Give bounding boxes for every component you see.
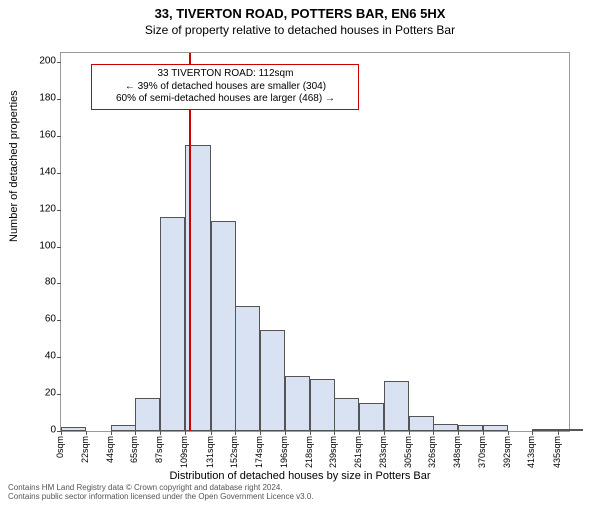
x-tick-label: 152sqm <box>229 436 239 468</box>
histogram-bar <box>433 424 458 431</box>
histogram-bar <box>111 425 136 431</box>
histogram-bar <box>483 425 508 431</box>
histogram-bar <box>532 429 557 431</box>
histogram-bar <box>458 425 483 431</box>
x-tick-label: 283sqm <box>378 436 388 468</box>
annotation-line: 33 TIVERTON ROAD: 112sqm <box>98 68 352 81</box>
x-tick-mark <box>532 431 533 435</box>
x-tick-mark <box>260 431 261 435</box>
histogram-bar <box>235 306 260 431</box>
chart-subtitle: Size of property relative to detached ho… <box>0 23 600 37</box>
x-tick-label: 131sqm <box>205 436 215 468</box>
y-tick-label: 40 <box>32 351 56 362</box>
x-tick-label: 218sqm <box>304 436 314 468</box>
y-tick-label: 20 <box>32 388 56 399</box>
x-tick-label: 65sqm <box>129 436 139 463</box>
histogram-plot: 33 TIVERTON ROAD: 112sqm← 39% of detache… <box>60 52 570 432</box>
x-tick-label: 305sqm <box>403 436 413 468</box>
x-tick-label: 348sqm <box>452 436 462 468</box>
x-axis-label: Distribution of detached houses by size … <box>0 470 600 482</box>
histogram-bar <box>310 379 335 431</box>
footer-line-2: Contains public sector information licen… <box>8 492 314 502</box>
y-tick-label: 180 <box>32 93 56 104</box>
x-tick-mark <box>211 431 212 435</box>
y-tick-label: 80 <box>32 277 56 288</box>
x-tick-mark <box>111 431 112 435</box>
histogram-bar <box>334 398 359 431</box>
x-tick-mark <box>61 431 62 435</box>
y-tick-mark <box>57 99 61 100</box>
x-tick-mark <box>334 431 335 435</box>
x-tick-label: 392sqm <box>502 436 512 468</box>
y-tick-mark <box>57 357 61 358</box>
footer-attribution: Contains HM Land Registry data © Crown c… <box>8 483 314 502</box>
histogram-bar <box>558 429 583 431</box>
x-tick-label: 109sqm <box>179 436 189 468</box>
x-tick-label: 196sqm <box>279 436 289 468</box>
title-block: 33, TIVERTON ROAD, POTTERS BAR, EN6 5HX … <box>0 6 600 37</box>
x-tick-label: 370sqm <box>477 436 487 468</box>
x-tick-label: 87sqm <box>154 436 164 463</box>
footer-line-1: Contains HM Land Registry data © Crown c… <box>8 483 314 493</box>
histogram-bar <box>359 403 384 431</box>
x-tick-mark <box>86 431 87 435</box>
histogram-bar <box>260 330 285 431</box>
x-tick-mark <box>458 431 459 435</box>
x-tick-mark <box>285 431 286 435</box>
histogram-bar <box>160 217 185 431</box>
x-tick-label: 326sqm <box>427 436 437 468</box>
y-tick-mark <box>57 394 61 395</box>
x-tick-mark <box>409 431 410 435</box>
x-tick-mark <box>483 431 484 435</box>
histogram-bar <box>285 376 310 431</box>
annotation-line: ← 39% of detached houses are smaller (30… <box>98 81 352 94</box>
x-tick-label: 261sqm <box>353 436 363 468</box>
y-tick-label: 100 <box>32 240 56 251</box>
x-tick-label: 44sqm <box>105 436 115 463</box>
x-tick-mark <box>433 431 434 435</box>
histogram-bar <box>384 381 409 431</box>
y-tick-mark <box>57 62 61 63</box>
y-axis-label: Number of detached properties <box>8 90 20 242</box>
annotation-box: 33 TIVERTON ROAD: 112sqm← 39% of detache… <box>91 64 359 110</box>
y-tick-mark <box>57 247 61 248</box>
x-tick-label: 413sqm <box>526 436 536 468</box>
x-tick-mark <box>135 431 136 435</box>
y-tick-mark <box>57 210 61 211</box>
histogram-bar <box>409 416 434 431</box>
x-tick-mark <box>384 431 385 435</box>
y-tick-label: 200 <box>32 56 56 67</box>
annotation-line: 60% of semi-detached houses are larger (… <box>98 93 352 106</box>
histogram-bar <box>61 427 86 431</box>
y-tick-mark <box>57 283 61 284</box>
x-tick-mark <box>235 431 236 435</box>
y-tick-mark <box>57 320 61 321</box>
y-tick-label: 160 <box>32 129 56 140</box>
x-tick-label: 435sqm <box>552 436 562 468</box>
x-tick-label: 0sqm <box>55 436 65 458</box>
x-tick-mark <box>310 431 311 435</box>
x-tick-mark <box>359 431 360 435</box>
x-tick-mark <box>508 431 509 435</box>
chart-title: 33, TIVERTON ROAD, POTTERS BAR, EN6 5HX <box>0 6 600 21</box>
y-tick-label: 140 <box>32 166 56 177</box>
y-tick-mark <box>57 173 61 174</box>
x-tick-label: 174sqm <box>254 436 264 468</box>
y-tick-label: 0 <box>32 425 56 436</box>
y-tick-label: 60 <box>32 314 56 325</box>
y-tick-label: 120 <box>32 203 56 214</box>
x-tick-mark <box>185 431 186 435</box>
y-tick-mark <box>57 136 61 137</box>
x-tick-label: 239sqm <box>328 436 338 468</box>
x-tick-mark <box>558 431 559 435</box>
x-tick-mark <box>160 431 161 435</box>
histogram-bar <box>135 398 160 431</box>
x-tick-label: 22sqm <box>80 436 90 463</box>
histogram-bar <box>211 221 236 431</box>
